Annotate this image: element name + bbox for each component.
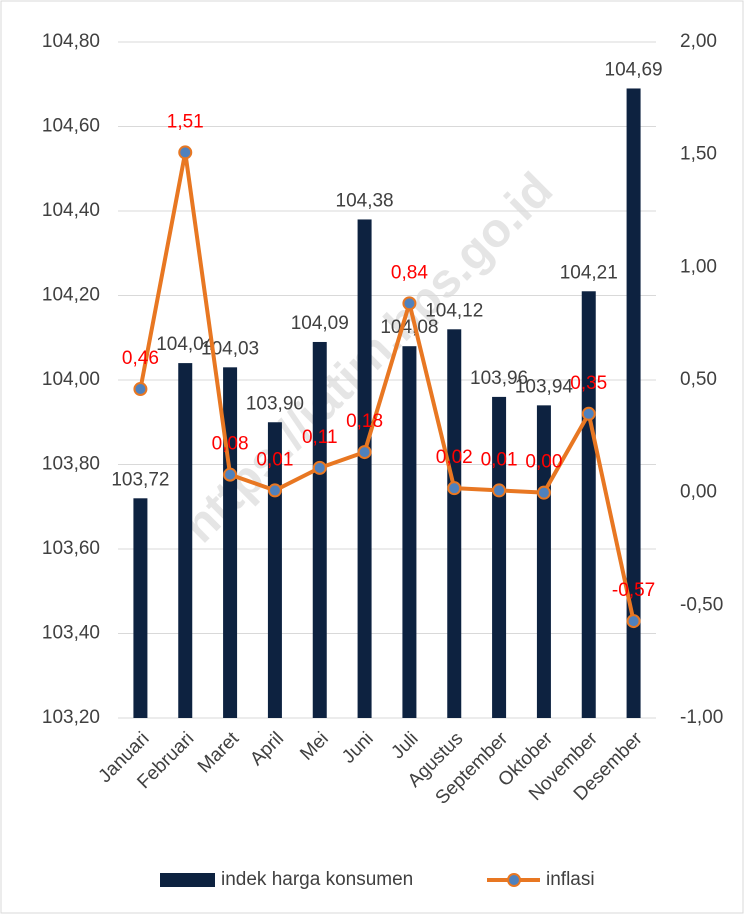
bar-value-label: 104,21 xyxy=(560,262,618,283)
legend-label: indek harga konsumen xyxy=(221,869,413,890)
legend-swatch xyxy=(160,873,215,887)
y-tick-label: 104,40 xyxy=(42,200,100,221)
line-value-label: 0,00 xyxy=(525,452,562,473)
line-marker xyxy=(626,614,641,629)
line-value-label: 0,01 xyxy=(256,449,293,470)
legend-label: inflasi xyxy=(546,869,595,890)
y-tick-label: 104,60 xyxy=(42,116,100,137)
bar-value-label: 104,04 xyxy=(156,334,215,355)
legend-marker xyxy=(507,873,521,887)
y-tick-label: 103,40 xyxy=(42,623,100,644)
line-marker xyxy=(581,406,596,421)
line-marker xyxy=(267,483,282,498)
grid xyxy=(118,41,656,719)
y2-tick-label: -0,50 xyxy=(680,594,723,615)
y-tick-label: 103,80 xyxy=(42,454,100,475)
line-marker xyxy=(133,382,148,397)
line-value-label: 0,35 xyxy=(570,373,607,394)
bar-value-label: 103,90 xyxy=(246,393,304,414)
line-value-label: 1,51 xyxy=(167,111,204,132)
bar-value-label: 103,96 xyxy=(470,368,528,389)
line-value-label: 0,84 xyxy=(391,262,428,283)
line-marker xyxy=(223,467,238,482)
line-value-label: 0,08 xyxy=(212,434,249,455)
line-value-label: 0,02 xyxy=(436,447,473,468)
line-marker xyxy=(357,445,372,460)
bar-value-label: 104,69 xyxy=(605,59,663,80)
y-tick-label: 104,20 xyxy=(42,285,100,306)
bar-value-label: 103,94 xyxy=(515,376,574,397)
y-tick-label: 104,80 xyxy=(42,31,100,52)
y2-tick-label: 0,00 xyxy=(680,482,717,503)
bar xyxy=(492,396,507,718)
bar-value-label: 104,09 xyxy=(291,313,349,334)
bar-value-label: 103,72 xyxy=(111,469,169,490)
y2-tick-label: 1,00 xyxy=(680,256,717,277)
bar xyxy=(581,291,596,718)
bar-value-label: 104,12 xyxy=(425,300,483,321)
bar xyxy=(223,367,238,718)
bar xyxy=(312,341,327,718)
line-value-label: -0,57 xyxy=(612,580,655,601)
bar xyxy=(178,363,193,718)
line-marker xyxy=(447,481,462,496)
y2-tick-label: 1,50 xyxy=(680,144,717,165)
bar xyxy=(357,219,372,718)
y-tick-label: 103,60 xyxy=(42,538,100,559)
bar-value-label: 104,08 xyxy=(380,317,438,338)
bar xyxy=(447,329,462,718)
line-marker xyxy=(536,485,551,500)
bar-value-label: 104,38 xyxy=(336,190,394,211)
bar-value-label: 104,03 xyxy=(201,338,259,359)
line-value-label: 0,18 xyxy=(346,411,383,432)
bar xyxy=(133,498,148,718)
line-value-label: 0,46 xyxy=(122,348,159,369)
line-marker xyxy=(312,460,327,475)
y-tick-label: 103,20 xyxy=(42,707,100,728)
line-value-label: 0,01 xyxy=(481,449,518,470)
line-marker xyxy=(402,296,417,311)
line xyxy=(138,150,636,622)
line-marker xyxy=(178,145,193,160)
line-value-label: 0,11 xyxy=(302,427,338,448)
y-tick-label: 104,00 xyxy=(42,369,100,390)
y2-tick-label: -1,00 xyxy=(680,707,723,728)
y2-tick-label: 0,50 xyxy=(680,369,717,390)
line-marker xyxy=(492,483,507,498)
y2-tick-label: 2,00 xyxy=(680,31,717,52)
bar xyxy=(626,88,641,719)
bar xyxy=(402,346,417,718)
